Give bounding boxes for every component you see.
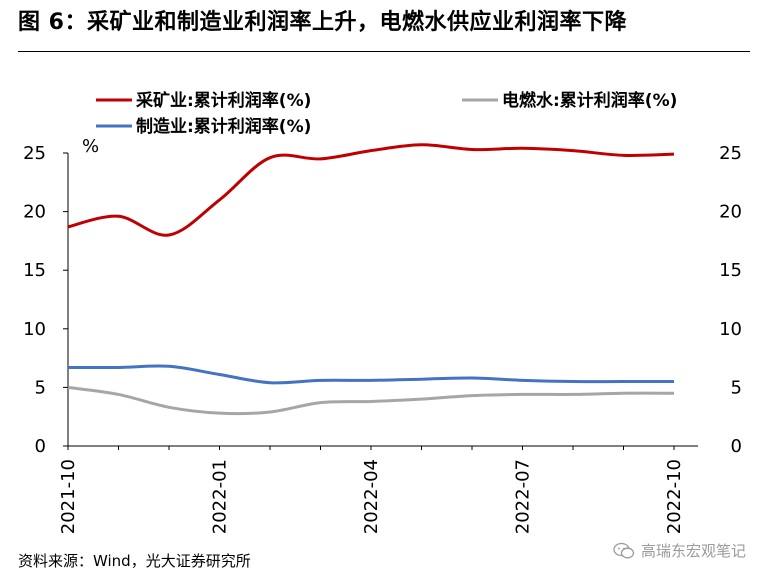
series-1-point	[218, 411, 222, 415]
series-0-point	[521, 146, 525, 150]
series-1-point	[470, 394, 474, 398]
series-2-point	[268, 381, 272, 385]
series-0-point	[420, 143, 424, 147]
y-right-tick-label: 5	[731, 377, 742, 398]
series-2-point	[218, 373, 222, 377]
figure-title: 图 6：采矿业和制造业利润率上升，电燃水供应业利润率下降	[18, 10, 627, 35]
series-line-2	[67, 364, 674, 385]
series-2-point	[319, 378, 323, 382]
series-0-point	[571, 149, 575, 153]
legend-label: 制造业:累计利润率(%)	[136, 116, 311, 137]
watermark: 高瑞东宏观笔记	[613, 540, 746, 561]
y-right-tick-label: 25	[719, 143, 742, 164]
series-2-point	[66, 365, 70, 369]
y-right-tick-label: 10	[719, 319, 742, 340]
source-note: 资料来源：Wind，光大证券研究所	[18, 552, 251, 570]
series-0-point	[167, 233, 171, 237]
wechat-icon	[613, 542, 635, 558]
series-line-1	[67, 385, 675, 416]
series-2-point	[420, 377, 424, 381]
series-0-point	[117, 214, 121, 218]
legend-label: 采矿业:累计利润率(%)	[135, 90, 311, 111]
x-tick-label: 2022-01	[210, 459, 231, 534]
series-2-point	[167, 364, 171, 368]
series-1-point	[672, 391, 676, 395]
title-divider	[18, 51, 750, 52]
series-2-point	[117, 365, 121, 369]
series-0-point	[66, 225, 70, 229]
watermark-text: 高瑞东宏观笔记	[640, 542, 746, 560]
legend-label: 电燃水:累计利润率(%)	[502, 90, 677, 111]
series-0-point	[369, 149, 373, 153]
series-2-point	[470, 376, 474, 380]
y-left-tick-label: 0	[35, 436, 46, 457]
series-2-point	[622, 380, 626, 384]
series-2-point	[521, 378, 525, 382]
series-1-point	[268, 410, 272, 414]
y-right-tick-label: 20	[719, 202, 742, 223]
series-0-point	[319, 157, 323, 161]
series-1-point	[117, 392, 121, 396]
series-0-point	[672, 152, 676, 156]
chart-lines	[66, 143, 676, 416]
series-2-point	[571, 380, 575, 384]
series-line-0	[67, 143, 675, 237]
series-1-point	[369, 399, 373, 403]
series-1-point	[319, 401, 323, 405]
series-1-point	[66, 385, 70, 389]
series-1-point	[420, 397, 424, 401]
series-1-point	[521, 392, 525, 396]
series-0-point	[470, 147, 474, 151]
series-2-point	[672, 380, 676, 384]
series-0-point	[622, 153, 626, 157]
y-left-tick-label: 25	[23, 143, 46, 164]
series-0-point	[218, 198, 222, 202]
y-right-tick-label: 0	[731, 436, 742, 457]
y-left-tick-label: 15	[23, 260, 46, 281]
y-left-tick-label: 10	[23, 319, 46, 340]
series-1-point	[167, 405, 171, 409]
series-2-point	[369, 378, 373, 382]
chart-axes: 0 5 10 15 20 25 0 5 10 15 20 25 2021-10 2022-01 2022-0…	[23, 143, 742, 534]
y-left-tick-label: 20	[23, 202, 46, 223]
x-tick-label: 2022-04	[361, 459, 382, 534]
x-tick-label: 2022-07	[513, 459, 534, 534]
y-unit-label: %	[82, 136, 99, 157]
x-tick-label: 2021-10	[58, 459, 79, 534]
y-right-tick-label: 15	[719, 260, 742, 281]
x-tick-label: 2022-10	[664, 459, 685, 534]
series-0-point	[268, 156, 272, 160]
series-1-point	[622, 391, 626, 395]
y-left-tick-label: 5	[35, 377, 46, 398]
series-1-point	[571, 392, 575, 396]
chart-legend: 采矿业:累计利润率(%) 电燃水:累计利润率(%) 制造业:累计利润率(%)	[96, 90, 677, 137]
